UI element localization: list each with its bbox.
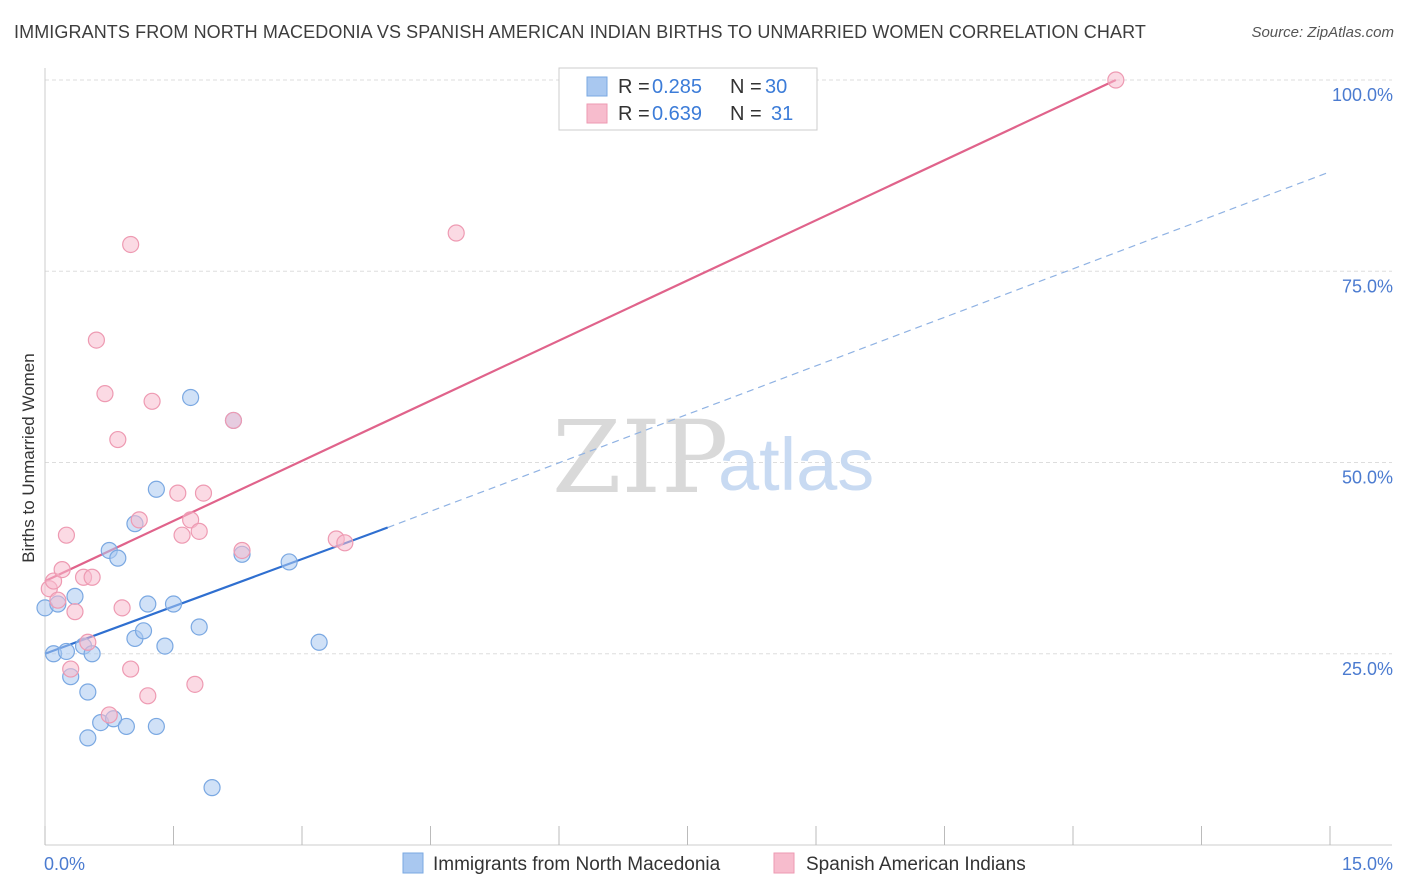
pink-data-point	[122, 660, 140, 678]
pink-data-point	[233, 541, 251, 560]
pink-trend-line	[44, 79, 1117, 583]
blue-data-point	[134, 622, 153, 640]
pink-data-point	[224, 411, 243, 430]
blue-data-point	[147, 480, 165, 498]
pink-data-point	[49, 591, 67, 609]
y-tick-label: 100.0%	[1332, 85, 1393, 105]
legend-n-label-2: N =	[730, 103, 762, 125]
blue-data-point	[156, 637, 174, 655]
series-legend: Immigrants from North Macedonia Spanish …	[402, 852, 1026, 875]
pink-data-point	[182, 511, 200, 529]
legend-blue-swatch	[586, 76, 608, 97]
trend-lines	[44, 79, 1331, 655]
watermark-zip: ZIP	[552, 399, 728, 516]
blue-data-point	[164, 595, 183, 613]
y-tick-label: 25.0%	[1342, 659, 1393, 679]
legend-n-value-1: 30	[765, 76, 787, 98]
source-label: Source: ZipAtlas.com	[1251, 24, 1394, 41]
pink-data-point	[96, 385, 114, 403]
pink-data-point	[83, 568, 101, 586]
pink-data-point	[186, 675, 204, 693]
pink-data-point	[139, 687, 157, 705]
y-tick-label: 50.0%	[1342, 468, 1393, 488]
y-axis-title: Births to Unmarried Women	[19, 353, 38, 562]
legend-r-label-2: R =	[618, 103, 650, 125]
blue-data-point	[117, 717, 135, 736]
pink-data-point	[57, 526, 76, 544]
correlation-legend: R = 0.285 N = 30 R = 0.639 N = 31	[558, 67, 818, 131]
pink-data-point	[447, 224, 465, 242]
blue-trend-line	[44, 526, 389, 655]
blue-data-point	[182, 388, 200, 407]
data-points	[36, 71, 1125, 797]
blue-data-point	[57, 642, 76, 661]
pink-data-point	[62, 660, 80, 678]
blue-data-point	[203, 779, 221, 797]
pink-data-point	[113, 599, 131, 617]
axes	[44, 68, 1392, 846]
legend-r-value-2: 0.639	[652, 103, 702, 125]
x-tick-labels: 0.0% 15.0%	[44, 854, 1393, 874]
pink-data-point	[194, 484, 213, 502]
pink-data-point	[190, 522, 208, 540]
pink-data-point	[87, 331, 106, 349]
blue-data-point	[310, 633, 328, 651]
legend-n-label-1: N =	[730, 76, 762, 98]
pink-data-point	[1107, 71, 1125, 89]
pink-data-point	[79, 633, 97, 651]
series-legend-pink-swatch	[773, 852, 795, 874]
blue-data-point	[139, 595, 157, 613]
pink-data-point	[143, 392, 161, 410]
pink-data-point	[44, 572, 63, 590]
y-tick-label: 75.0%	[1342, 276, 1393, 296]
pink-data-point	[169, 484, 187, 502]
legend-r-value-1: 0.285	[652, 76, 702, 98]
pink-data-point	[66, 603, 84, 621]
pink-data-point	[53, 560, 71, 579]
legend-n-value-2: 31	[771, 103, 793, 125]
pink-data-point	[122, 235, 140, 254]
pink-data-point	[173, 526, 191, 544]
blue-data-point	[79, 729, 97, 747]
blue-data-point	[147, 717, 165, 736]
legend-r-label-1: R =	[618, 76, 650, 98]
watermark: ZIP atlas	[552, 399, 874, 516]
x-tick-label: 15.0%	[1342, 854, 1393, 874]
pink-data-point	[100, 706, 118, 724]
series-legend-pink-label: Spanish American Indians	[806, 854, 1026, 875]
gridlines	[45, 79, 1392, 655]
series-legend-blue-label: Immigrants from North Macedonia	[433, 854, 721, 875]
pink-data-point	[130, 511, 148, 529]
pink-data-point	[336, 534, 354, 552]
y-tick-labels: 25.0% 50.0% 75.0% 100.0%	[1332, 85, 1393, 679]
pink-data-point	[109, 430, 127, 449]
x-tick-label: 0.0%	[44, 854, 85, 874]
chart-title: IMMIGRANTS FROM NORTH MACEDONIA VS SPANI…	[14, 22, 1146, 42]
watermark-atlas: atlas	[718, 423, 874, 506]
blue-data-point	[190, 618, 208, 636]
blue-data-point	[66, 587, 84, 605]
blue-data-point	[109, 549, 127, 567]
series-legend-blue-swatch	[402, 852, 424, 874]
blue-data-point	[280, 553, 298, 571]
blue-data-point	[79, 683, 97, 701]
legend-pink-swatch	[586, 103, 608, 124]
